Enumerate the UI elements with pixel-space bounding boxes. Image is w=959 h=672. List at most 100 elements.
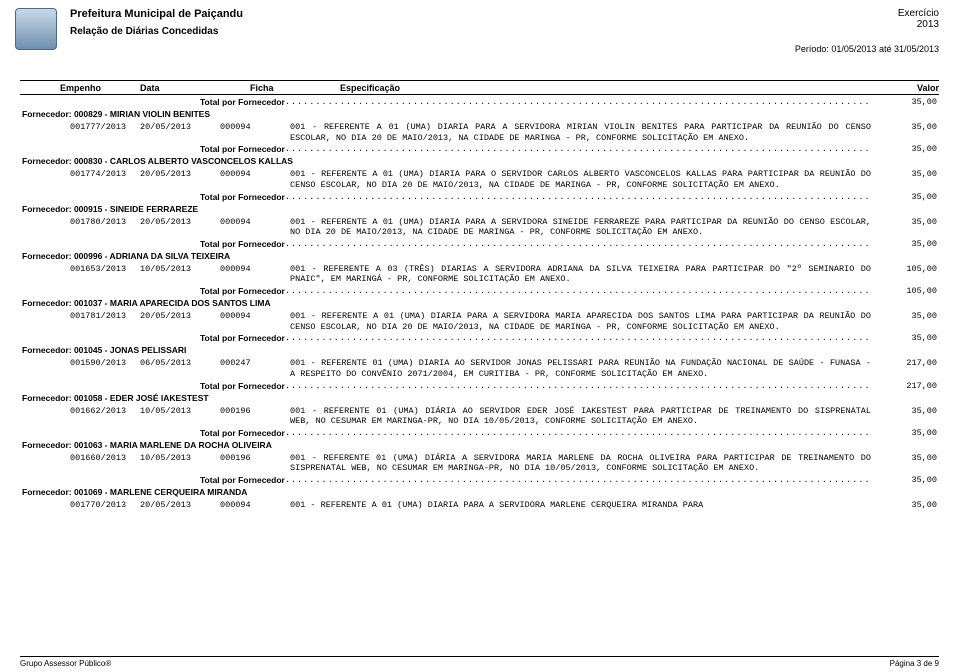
cell-valor: 35,00: [879, 311, 939, 332]
dots: ........................................…: [285, 333, 869, 343]
cell-valor: 35,00: [879, 406, 939, 427]
fornecedor-heading: Fornecedor: 001045 - JONAS PELISSARI: [20, 343, 939, 357]
entry-row: 001780/201320/05/2013000094001 - REFEREN…: [20, 216, 939, 239]
cell-ficha: 000196: [220, 406, 290, 427]
total-label: Total por Fornecedor: [20, 381, 285, 391]
total-value: 217,00: [869, 381, 939, 391]
municipal-logo: [15, 8, 57, 50]
periodo-text: Período: 01/05/2013 até 31/05/2013: [795, 44, 939, 54]
report-body: Total por Fornecedor....................…: [20, 95, 939, 512]
total-label: Total por Fornecedor: [20, 475, 285, 485]
page-footer: Grupo Assessor Público® Página 3 de 9: [20, 656, 939, 668]
cell-ficha: 000196: [220, 453, 290, 474]
entry-row: 001770/201320/05/2013000094001 - REFEREN…: [20, 499, 939, 512]
cell-especificacao: 001 - REFERENTE A 01 (UMA) DIARIA PARA O…: [290, 169, 879, 190]
total-line: Total por Fornecedor....................…: [20, 381, 939, 391]
total-line: Total por Fornecedor....................…: [20, 286, 939, 296]
fornecedor-heading: Fornecedor: 001063 - MARIA MARLENE DA RO…: [20, 438, 939, 452]
footer-left: Grupo Assessor Público®: [20, 659, 111, 668]
cell-especificacao: 001 - REFERENTE 01 (UMA) DIARIA AO SERVI…: [290, 358, 879, 379]
cell-valor: 35,00: [879, 217, 939, 238]
total-line: Total por Fornecedor....................…: [20, 97, 939, 107]
cell-valor: 105,00: [879, 264, 939, 285]
cell-especificacao: 001 - REFERENTE A 01 (UMA) DIARIA PARA A…: [290, 500, 879, 511]
cell-ficha: 000094: [220, 122, 290, 143]
fornecedor-heading: Fornecedor: 000830 - CARLOS ALBERTO VASC…: [20, 154, 939, 168]
cell-ficha: 000094: [220, 169, 290, 190]
exercicio-year: 2013: [795, 19, 939, 30]
total-label: Total por Fornecedor: [20, 428, 285, 438]
cell-data: 10/05/2013: [140, 264, 220, 285]
col-empenho: Empenho: [20, 83, 140, 93]
total-value: 35,00: [869, 475, 939, 485]
total-label: Total por Fornecedor: [20, 286, 285, 296]
cell-valor: 35,00: [879, 453, 939, 474]
entry-row: 001774/201320/05/2013000094001 - REFEREN…: [20, 168, 939, 191]
cell-valor: 217,00: [879, 358, 939, 379]
fornecedor-heading: Fornecedor: 000996 - ADRIANA DA SILVA TE…: [20, 249, 939, 263]
fornecedor-heading: Fornecedor: 001058 - EDER JOSÉ IAKESTEST: [20, 391, 939, 405]
total-label: Total por Fornecedor: [20, 333, 285, 343]
cell-empenho: 001777/2013: [20, 122, 140, 143]
fornecedor-heading: Fornecedor: 000829 - MIRIAN VIOLIN BENIT…: [20, 107, 939, 121]
cell-empenho: 001770/2013: [20, 500, 140, 511]
exercicio-label: Exercício: [795, 8, 939, 19]
entry-row: 001777/201320/05/2013000094001 - REFEREN…: [20, 121, 939, 144]
total-value: 35,00: [869, 192, 939, 202]
total-label: Total por Fornecedor: [20, 239, 285, 249]
cell-ficha: 000094: [220, 500, 290, 511]
cell-empenho: 001590/2013: [20, 358, 140, 379]
page-header: Prefeitura Municipal de Paiçandu Relação…: [20, 8, 939, 78]
cell-ficha: 000247: [220, 358, 290, 379]
dots: ........................................…: [285, 144, 869, 154]
dots: ........................................…: [285, 428, 869, 438]
entry-row: 001660/201310/05/2013000196001 - REFEREN…: [20, 452, 939, 475]
total-value: 35,00: [869, 97, 939, 107]
total-line: Total por Fornecedor....................…: [20, 144, 939, 154]
total-value: 35,00: [869, 239, 939, 249]
total-line: Total por Fornecedor....................…: [20, 475, 939, 485]
total-label: Total por Fornecedor: [20, 192, 285, 202]
cell-especificacao: 001 - REFERENTE A 01 (UMA) DIARIA PARA A…: [290, 311, 879, 332]
column-headers: Empenho Data Ficha Especificação Valor: [20, 81, 939, 94]
dots: ........................................…: [285, 239, 869, 249]
entry-row: 001590/201306/05/2013000247001 - REFEREN…: [20, 357, 939, 380]
total-line: Total por Fornecedor....................…: [20, 428, 939, 438]
cell-empenho: 001662/2013: [20, 406, 140, 427]
total-value: 35,00: [869, 144, 939, 154]
header-right: Exercício 2013 Período: 01/05/2013 até 3…: [795, 8, 939, 54]
cell-data: 06/05/2013: [140, 358, 220, 379]
cell-empenho: 001653/2013: [20, 264, 140, 285]
title-line-2: Relação de Diárias Concedidas: [70, 26, 243, 37]
cell-ficha: 000094: [220, 311, 290, 332]
fornecedor-heading: Fornecedor: 001069 - MARLENE CERQUEIRA M…: [20, 485, 939, 499]
total-value: 35,00: [869, 333, 939, 343]
fornecedor-heading: Fornecedor: 001037 - MARIA APARECIDA DOS…: [20, 296, 939, 310]
dots: ........................................…: [285, 381, 869, 391]
total-line: Total por Fornecedor....................…: [20, 192, 939, 202]
cell-empenho: 001780/2013: [20, 217, 140, 238]
cell-valor: 35,00: [879, 122, 939, 143]
entry-row: 001781/201320/05/2013000094001 - REFEREN…: [20, 310, 939, 333]
entry-row: 001653/201310/05/2013000094001 - REFEREN…: [20, 263, 939, 286]
col-especificacao: Especificação: [340, 83, 869, 93]
cell-data: 10/05/2013: [140, 406, 220, 427]
cell-data: 20/05/2013: [140, 217, 220, 238]
title-block: Prefeitura Municipal de Paiçandu Relação…: [70, 8, 243, 37]
cell-data: 20/05/2013: [140, 311, 220, 332]
cell-ficha: 000094: [220, 217, 290, 238]
dots: ........................................…: [285, 192, 869, 202]
total-line: Total por Fornecedor....................…: [20, 333, 939, 343]
cell-data: 20/05/2013: [140, 122, 220, 143]
cell-especificacao: 001 - REFERENTE A 03 (TRÊS) DIARIAS A SE…: [290, 264, 879, 285]
cell-empenho: 001774/2013: [20, 169, 140, 190]
cell-data: 20/05/2013: [140, 500, 220, 511]
title-line-1: Prefeitura Municipal de Paiçandu: [70, 8, 243, 20]
col-ficha: Ficha: [250, 83, 340, 93]
col-valor: Valor: [869, 83, 939, 93]
cell-especificacao: 001 - REFERENTE 01 (UMA) DIÁRIA A SERVID…: [290, 453, 879, 474]
total-value: 105,00: [869, 286, 939, 296]
cell-especificacao: 001 - REFERENTE 01 (UMA) DIÁRIA AO SERVI…: [290, 406, 879, 427]
dots: ........................................…: [285, 475, 869, 485]
cell-especificacao: 001 - REFERENTE A 01 (UMA) DIARIA PARA A…: [290, 122, 879, 143]
